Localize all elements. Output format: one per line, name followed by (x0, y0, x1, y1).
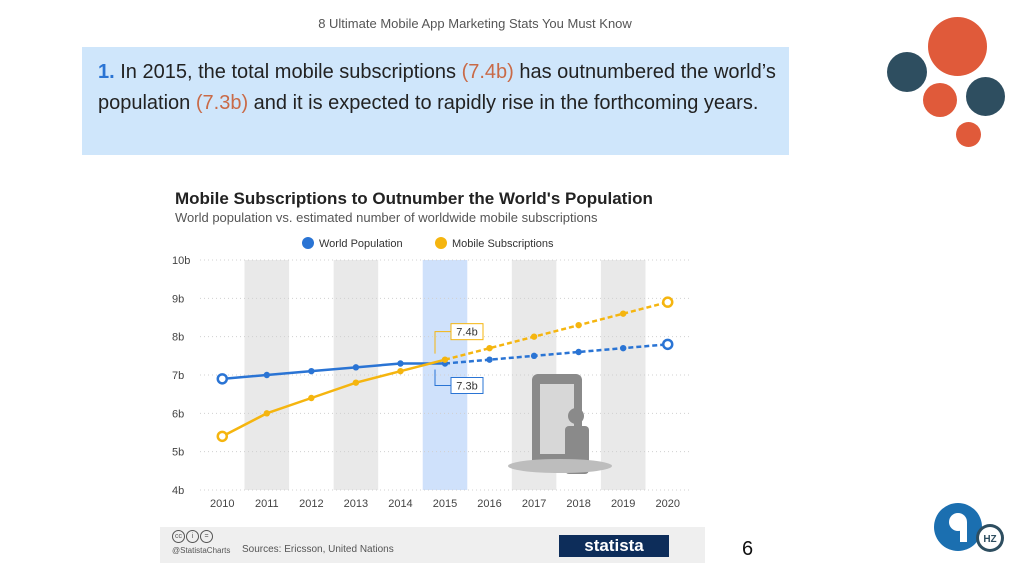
9hz-logo: HZ (934, 503, 1004, 552)
decor-circle-orange-small (956, 122, 981, 147)
x-tick-label: 2010 (210, 498, 234, 510)
callout-highlight-population: (7.3b) (195, 92, 249, 114)
callout-text: 1. In 2015, the total mobile subscriptio… (98, 57, 788, 119)
column-band-2013 (333, 260, 379, 490)
x-tick-label: 2013 (344, 498, 368, 510)
data-point (575, 348, 582, 356)
x-tick-label: 2017 (522, 498, 546, 510)
key-stat-callout: 1. In 2015, the total mobile subscriptio… (82, 47, 789, 155)
callout-highlight-subscriptions: (7.4b) (461, 61, 514, 83)
decor-circle-navy-right (966, 77, 1005, 116)
data-point (486, 356, 493, 363)
data-point (441, 356, 449, 363)
chart-title: Mobile Subscriptions to Outnumber the Wo… (175, 189, 653, 208)
callout-text-b: has outnumbered the world’s population (98, 61, 776, 114)
annotation-box (450, 323, 484, 341)
annotation-leader (434, 369, 451, 386)
series-line-actual (221, 358, 446, 438)
data-point (308, 394, 315, 402)
legend-marker (435, 237, 447, 249)
x-tick-label: 2016 (477, 498, 501, 510)
y-tick-label: 7b (172, 370, 184, 382)
y-tick-label: 5b (172, 447, 184, 459)
x-tick-label: 2018 (566, 498, 590, 510)
chart-legend: World Population Mobile Subscriptions (302, 237, 554, 250)
annotation-box (450, 377, 484, 394)
data-point (619, 344, 627, 352)
chart-card: Mobile Subscriptions to Outnumber the Wo… (160, 174, 705, 563)
annotation-label: 7.3b (456, 381, 477, 393)
data-point (397, 360, 404, 367)
y-tick-label: 10b (172, 255, 190, 267)
column-band-2019 (600, 260, 646, 490)
data-point (352, 379, 360, 386)
y-tick-label: 4b (172, 485, 184, 497)
phone-person-illustration (508, 374, 612, 474)
decor-circle-navy-left (887, 52, 927, 92)
chart-footer: cc i = @StatistaCharts Sources: Ericsson, … (160, 527, 705, 563)
line-chart: Mobile Subscriptions to Outnumber the Wo… (172, 189, 690, 510)
x-tick-label: 2011 (255, 498, 279, 510)
page-number: 6 (742, 538, 754, 560)
legend-label: Mobile Subscriptions (452, 238, 554, 250)
data-point (216, 373, 229, 385)
creative-commons-icon: cc i = (172, 530, 214, 543)
callout-text-a: In 2015, the total mobile subscriptions (114, 61, 462, 83)
data-point (216, 430, 229, 443)
series-line-projected (444, 300, 669, 361)
data-point (530, 352, 538, 360)
series-line-projected (444, 343, 668, 365)
x-tick-label: 2020 (655, 498, 679, 510)
legend-label: World Population (319, 238, 403, 250)
data-point (530, 333, 538, 340)
decor-circle-orange-mid (923, 83, 957, 117)
x-tick-label: 2012 (299, 498, 323, 510)
x-tick-label: 2015 (433, 498, 457, 510)
data-point (263, 410, 271, 417)
data-point (263, 371, 271, 379)
data-point (397, 367, 404, 375)
data-point (661, 338, 674, 351)
chart-credit: @StatistaCharts (172, 546, 231, 555)
data-point (486, 344, 493, 352)
data-point (352, 364, 360, 371)
chart-sources: Sources: Ericsson, United Nations (242, 544, 394, 555)
statista-logo: statista (559, 535, 669, 557)
logo-badge-text: HZ (983, 534, 996, 545)
legend-marker (302, 237, 314, 249)
data-point (575, 321, 582, 329)
data-point (619, 310, 627, 317)
callout-text-c: and it is expected to rapidly rise in th… (248, 92, 759, 114)
series-line-actual (222, 362, 445, 381)
annotation-leader (434, 331, 451, 354)
chart-subtitle: World population vs. estimated number of… (175, 210, 598, 225)
y-tick-label: 8b (172, 332, 184, 344)
y-tick-label: 9b (172, 293, 184, 305)
x-tick-label: 2019 (611, 498, 635, 510)
x-tick-label: 2014 (388, 498, 412, 510)
data-point (308, 367, 315, 375)
annotation-label: 7.4b (456, 327, 477, 339)
decor-circle-orange-large (928, 17, 987, 76)
callout-number: 1. (98, 61, 115, 83)
y-tick-label: 6b (172, 408, 184, 420)
slide-title: 8 Ultimate Mobile App Marketing Stats Yo… (318, 16, 632, 31)
data-point (661, 296, 674, 308)
